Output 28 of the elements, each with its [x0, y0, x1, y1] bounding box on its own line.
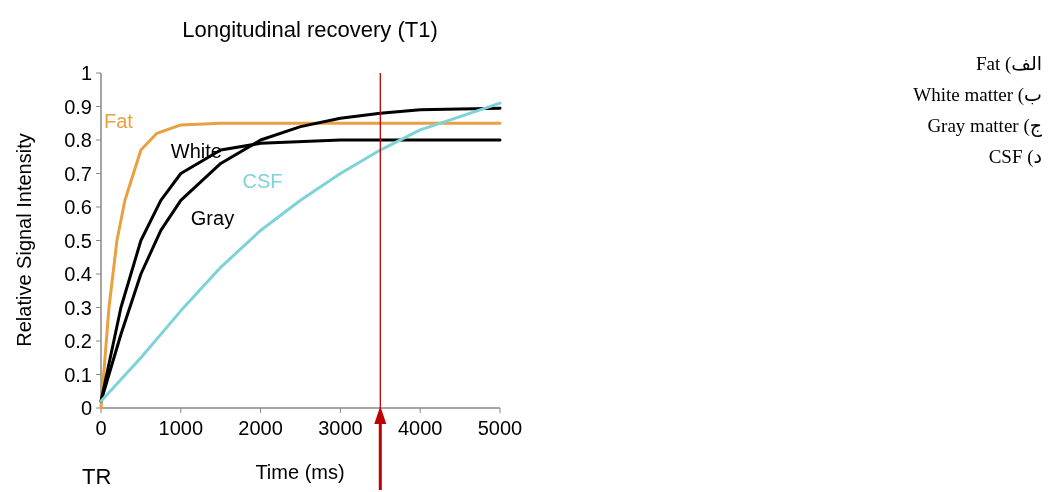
x-tick-label: 2000 — [238, 417, 283, 439]
y-tick-label: 0.1 — [64, 363, 92, 386]
text: د) CSF — [988, 145, 1042, 168]
y-tick-label: 0.9 — [64, 95, 92, 118]
y-tick-label: 0.7 — [64, 162, 92, 185]
text: الف) Fat — [975, 52, 1042, 75]
y-tick-label: 0.2 — [64, 330, 92, 352]
text: ج) Gray matter — [927, 114, 1042, 137]
series-label: Fat — [103, 110, 134, 133]
x-tick-label: 3000 — [318, 417, 363, 439]
y-axis-title: Relative Signal Intensity — [13, 133, 35, 347]
y-tick-label: 0.5 — [64, 229, 92, 252]
series-label: Gray — [190, 207, 235, 230]
series-label: CSF — [242, 170, 283, 193]
x-tick-label: 5000 — [477, 417, 523, 439]
x-tick-label: 4000 — [397, 417, 443, 439]
chart-title: Longitudinal recovery (T1) — [182, 17, 438, 42]
text: ب) White matter — [913, 83, 1042, 106]
y-tick-label: 1 — [80, 62, 92, 84]
y-tick-label: 0.8 — [64, 129, 92, 151]
x-tick-label: 0 — [95, 417, 107, 439]
y-tick-label: 0.4 — [64, 263, 92, 285]
x-tick-label: 1000 — [158, 417, 204, 439]
x-axis-title: Time (ms) — [255, 461, 345, 483]
y-tick-label: 0 — [80, 397, 92, 419]
text: TR — [82, 464, 112, 489]
y-tick-label: 0.3 — [64, 296, 92, 319]
y-tick-label: 0.6 — [64, 196, 92, 218]
